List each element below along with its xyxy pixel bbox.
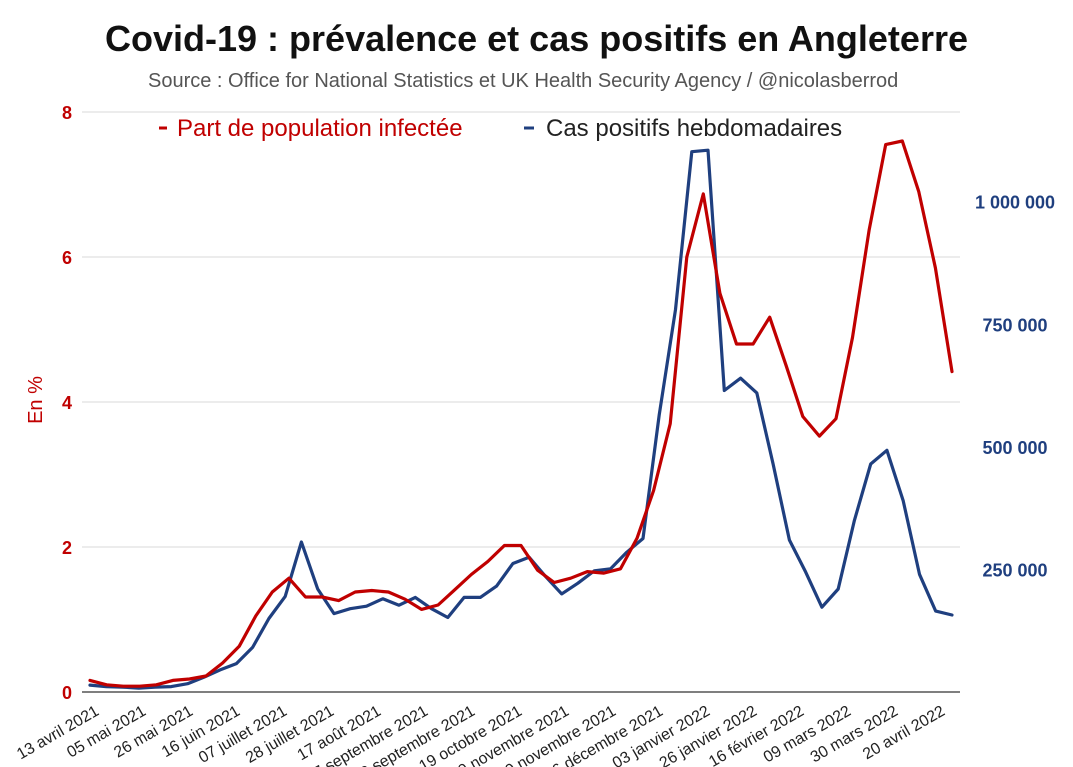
gridlines [82,111,960,548]
left-tick-label: 6 [62,248,72,268]
series-line-cases [88,148,954,690]
left-tick-label: 8 [62,103,72,123]
right-tick-label: 500 000 [982,438,1047,458]
legend: Part de population infectée Cas positifs… [159,115,842,142]
legend-label-cases: Cas positifs hebdomadaires [546,115,842,142]
right-y-axis: 250 000 500 000 750 000 1 000 000 [975,193,1055,581]
left-tick-label: 2 [62,538,72,558]
right-tick-label: 750 000 [982,315,1047,335]
right-tick-label: 1 000 000 [975,193,1055,213]
left-y-axis: 0 2 4 6 8 [62,103,72,703]
y-axis-label: En % [25,376,47,424]
legend-label-prevalence: Part de population infectée [177,115,463,142]
series-line-prevalence [88,139,954,688]
series-lines [88,139,954,690]
left-tick-label: 0 [62,683,72,703]
right-tick-label: 250 000 [982,560,1047,580]
chart-title: Covid-19 : prévalence et cas positifs en… [105,18,968,59]
left-tick-label: 4 [62,393,72,413]
chart-subtitle: Source : Office for National Statistics … [148,70,899,92]
